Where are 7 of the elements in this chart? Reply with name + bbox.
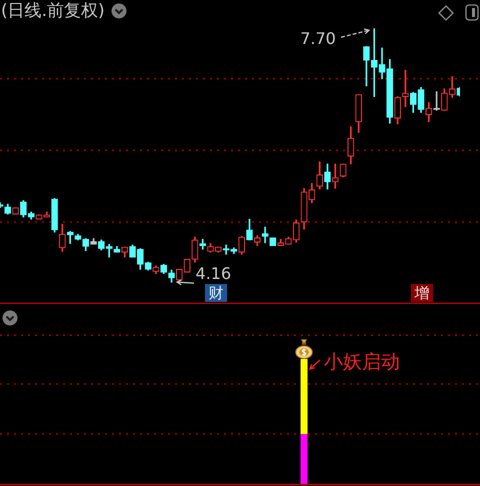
annotation: 4.16 bbox=[196, 264, 232, 284]
candlestick bbox=[402, 70, 409, 108]
annotation: 增 bbox=[414, 284, 430, 302]
chart-title: (日线.前复权) bbox=[1, 1, 105, 21]
annotation: 小妖启动 bbox=[324, 351, 400, 373]
annotation: 7.70 bbox=[300, 28, 336, 48]
annotation: 财 bbox=[208, 284, 224, 302]
